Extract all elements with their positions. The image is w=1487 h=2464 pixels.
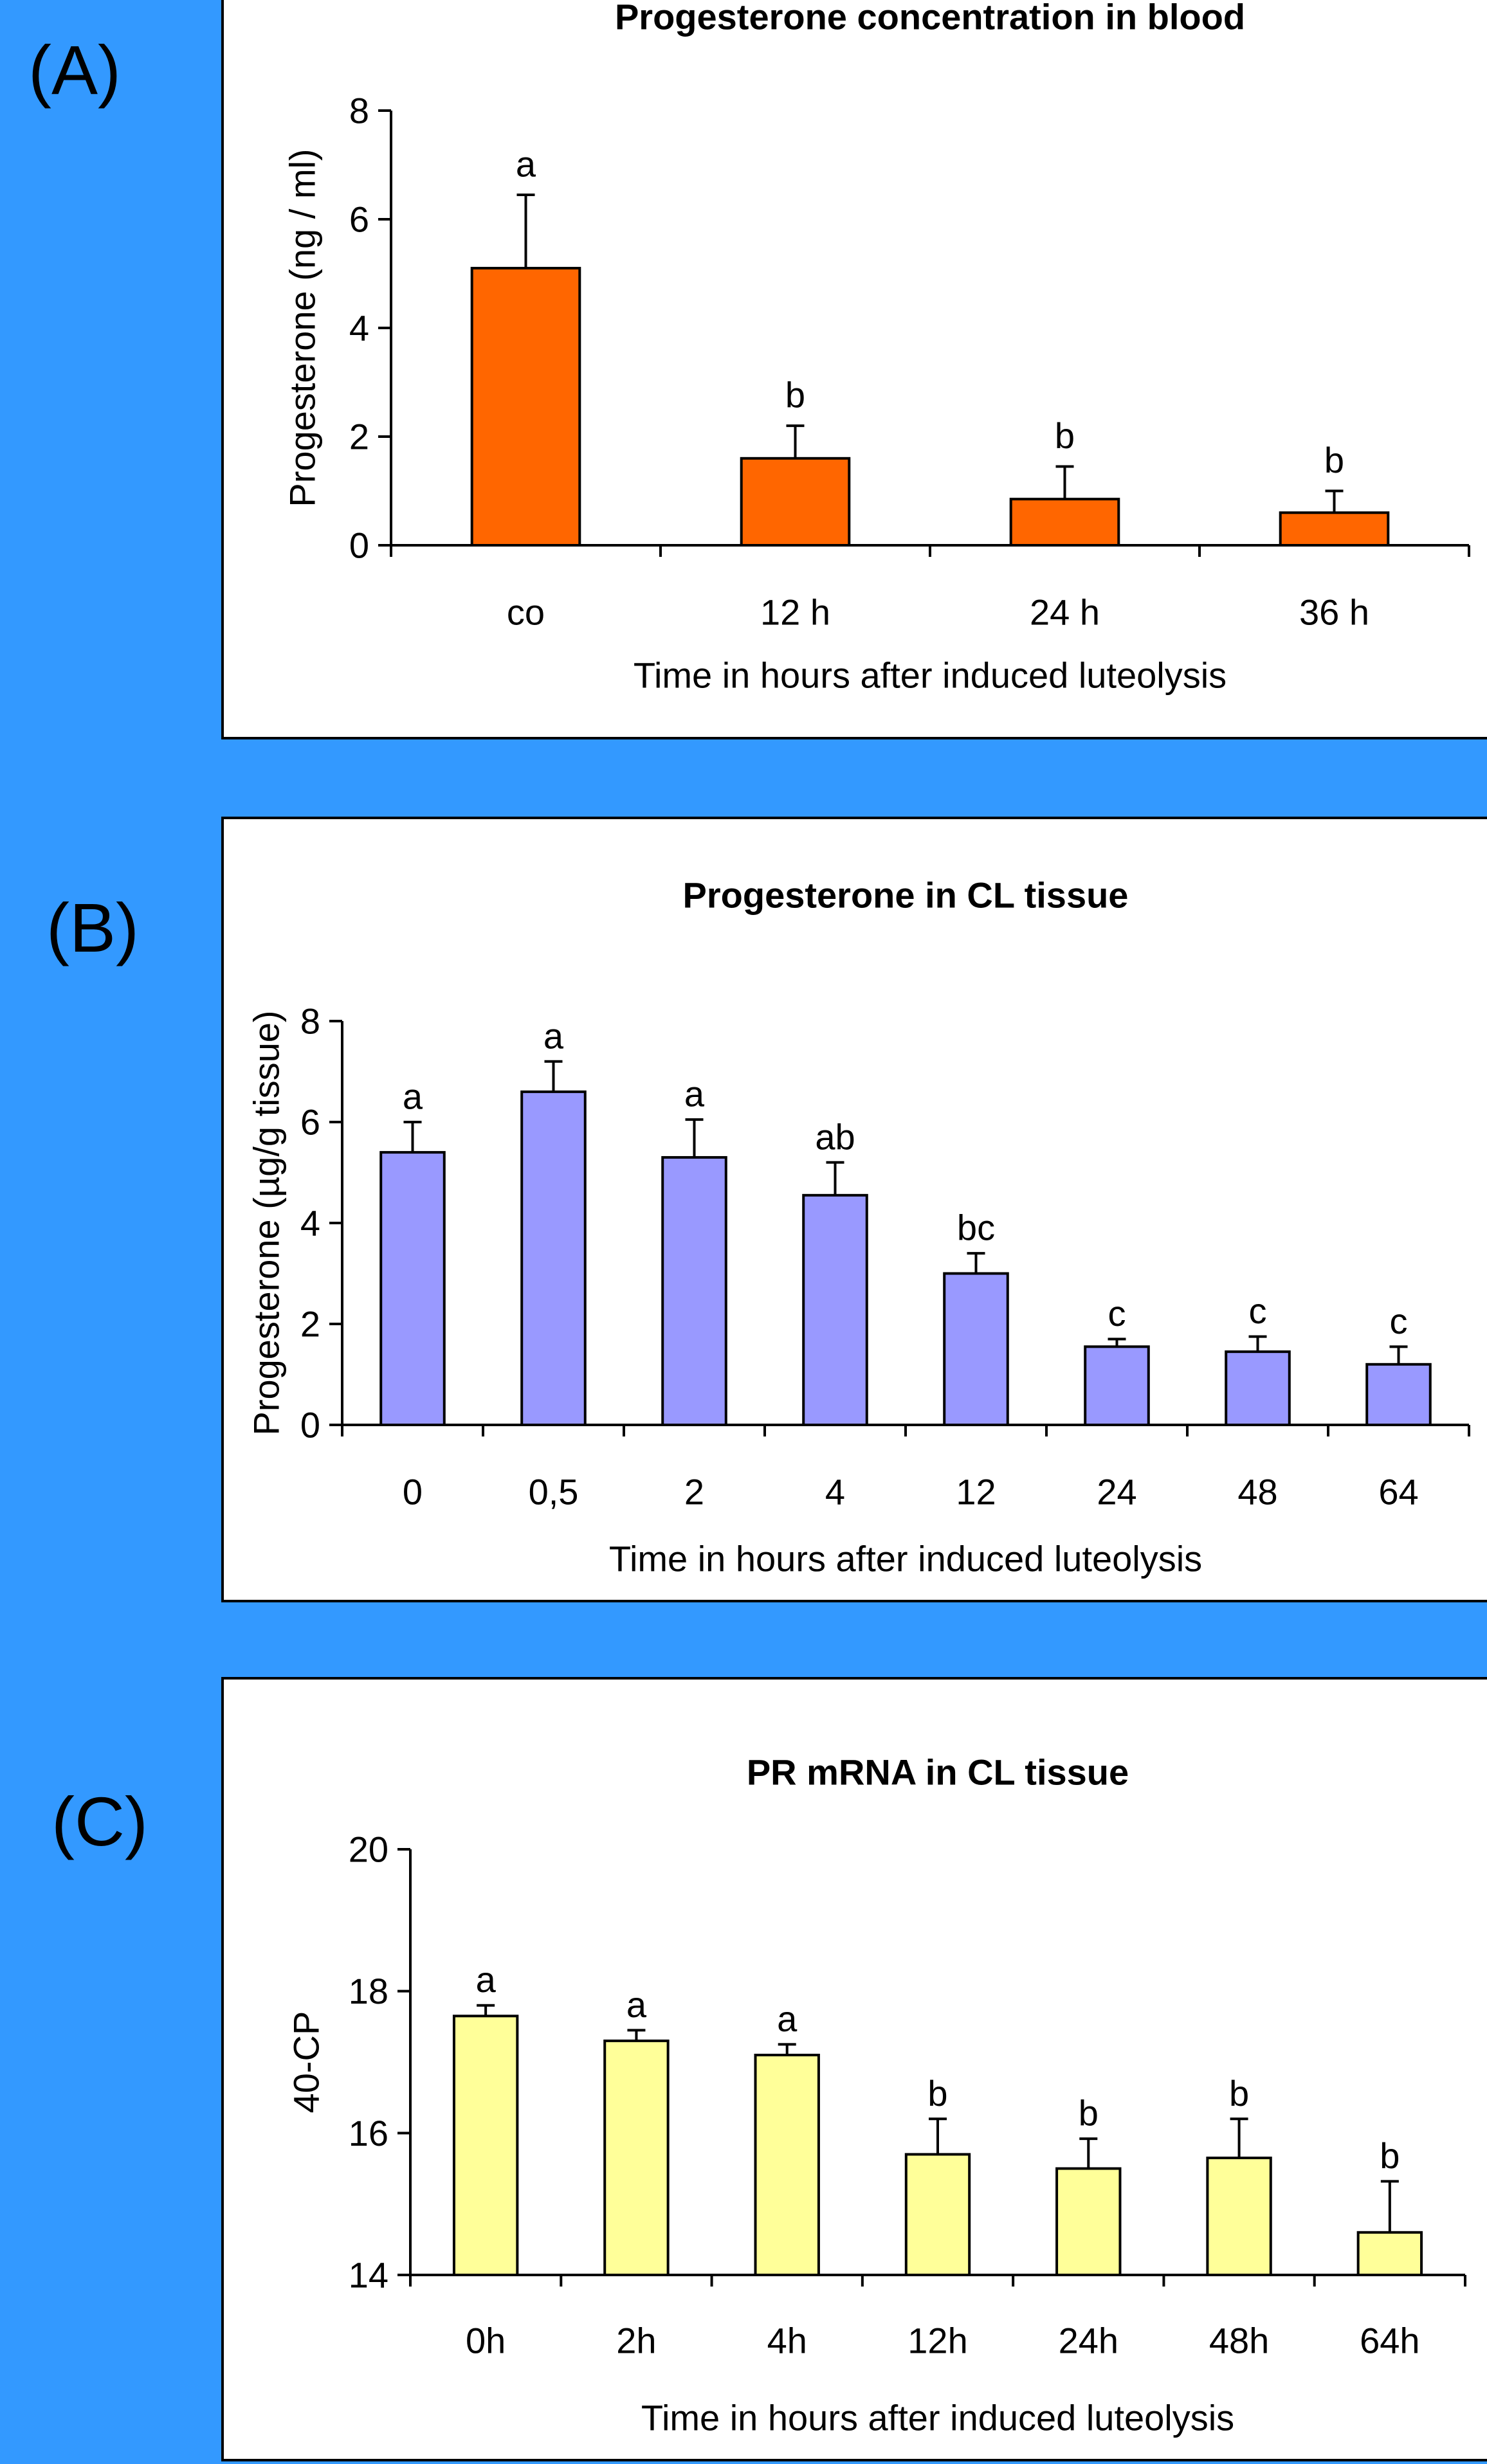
- bar: [754, 2053, 820, 2276]
- x-tick-label: 4h: [767, 2321, 807, 2361]
- bar: [1009, 498, 1120, 547]
- y-tick-label: 2: [300, 1304, 320, 1345]
- bar: [802, 1193, 868, 1426]
- bar: [1055, 2167, 1122, 2276]
- significance-label: b: [785, 375, 805, 415]
- significance-label: a: [476, 1959, 497, 2000]
- panel-label-a: (A): [28, 31, 121, 109]
- x-tick-label: 2h: [616, 2321, 656, 2361]
- significance-label: bc: [957, 1208, 995, 1248]
- y-tick-label: 0: [349, 525, 369, 566]
- significance-label: b: [1055, 415, 1075, 456]
- y-tick-label: 8: [300, 1001, 320, 1042]
- y-tick-label: 14: [349, 2255, 388, 2296]
- bar: [1365, 1363, 1432, 1426]
- bar: [1356, 2231, 1423, 2276]
- bar: [661, 1155, 727, 1426]
- bar: [1084, 1345, 1150, 1427]
- significance-label: b: [1324, 440, 1344, 480]
- bar: [1225, 1350, 1291, 1426]
- significance-label: b: [1229, 2073, 1249, 2114]
- y-tick-label: 0: [300, 1405, 320, 1445]
- x-tick-label: 2: [684, 1472, 704, 1512]
- chart-panel-a: Progesterone concentration in blood 0 2 4 6 8…: [221, 0, 1487, 739]
- x-axis-label: Time in hours after induced luteolysis: [609, 1539, 1202, 1579]
- bar: [1206, 2156, 1272, 2277]
- y-tick-label: 18: [349, 1971, 388, 2011]
- significance-label: b: [1079, 2093, 1099, 2133]
- significance-label: a: [684, 1074, 705, 1114]
- bar: [470, 267, 581, 547]
- x-tick-label: 24h: [1059, 2321, 1118, 2361]
- x-tick-label: 0: [403, 1472, 423, 1512]
- y-tick-label: 4: [300, 1203, 320, 1244]
- x-tick-label: 12: [956, 1472, 996, 1512]
- panel-label-c: (C): [51, 1782, 148, 1860]
- significance-label: b: [1380, 2135, 1400, 2176]
- y-tick-label: 8: [349, 91, 369, 131]
- bar: [452, 2015, 519, 2276]
- bar: [520, 1090, 587, 1426]
- x-tick-label: co: [507, 592, 545, 633]
- y-axis-label: Progesterone (ng / ml): [282, 149, 323, 507]
- significance-label: b: [927, 2073, 947, 2114]
- y-axis-label: Progesterone (µg/g tissue): [246, 1010, 287, 1435]
- x-tick-label: 0,5: [529, 1472, 579, 1512]
- x-tick-label: 24: [1097, 1472, 1136, 1512]
- bar: [1279, 511, 1390, 547]
- significance-label: a: [543, 1015, 564, 1056]
- y-tick-label: 6: [300, 1102, 320, 1143]
- chart-title: Progesterone concentration in blood: [615, 0, 1245, 37]
- significance-label: a: [403, 1076, 423, 1117]
- significance-label: c: [1249, 1291, 1267, 1331]
- x-axis-label: Time in hours after induced luteolysis: [641, 2398, 1234, 2438]
- x-tick-label: 4: [825, 1472, 845, 1512]
- x-axis-label: Time in hours after induced luteolysis: [634, 655, 1227, 696]
- significance-label: a: [516, 143, 536, 184]
- x-tick-label: 12h: [908, 2321, 967, 2361]
- chart-title: PR mRNA in CL tissue: [747, 1752, 1129, 1793]
- x-tick-label: 24 h: [1030, 592, 1100, 633]
- x-tick-label: 12 h: [760, 592, 830, 633]
- bar: [740, 457, 851, 547]
- x-tick-label: 48h: [1209, 2321, 1269, 2361]
- y-tick-label: 4: [349, 308, 369, 349]
- y-tick-label: 2: [349, 417, 369, 457]
- significance-label: c: [1108, 1293, 1126, 1334]
- panel-label-b: (B): [46, 889, 139, 966]
- y-tick-label: 6: [349, 199, 369, 240]
- bar: [904, 2153, 971, 2277]
- chart-title: Progesterone in CL tissue: [683, 875, 1129, 916]
- chart-svg-c: PR mRNA in CL tissue 14 16 18 20 a 0h a 2h a 4h b 12…: [286, 1752, 1466, 2438]
- bar: [603, 2039, 670, 2277]
- x-tick-label: 64h: [1360, 2321, 1419, 2361]
- chart-panel-b: Progesterone in CL tissue 0 2 4 6 8 a 0 a 0,5 a 2 ab…: [221, 817, 1487, 1602]
- chart-panel-c: PR mRNA in CL tissue 14 16 18 20 a 0h a 2h a 4h b 12…: [221, 1677, 1487, 2461]
- y-axis-label: 40-CP: [286, 2011, 327, 2114]
- x-tick-label: 64: [1378, 1472, 1418, 1512]
- chart-svg-a: Progesterone concentration in blood 0 2 4 6 8…: [282, 0, 1470, 696]
- x-tick-label: 0h: [466, 2321, 506, 2361]
- significance-label: a: [626, 1984, 647, 2025]
- x-tick-label: 48: [1237, 1472, 1277, 1512]
- significance-label: a: [777, 1998, 798, 2039]
- y-tick-label: 16: [349, 2113, 388, 2153]
- bar: [943, 1272, 1009, 1426]
- x-tick-label: 36 h: [1299, 592, 1369, 633]
- chart-svg-b: Progesterone in CL tissue02468a0a0,5a2ab…: [246, 875, 1470, 1579]
- bar: [379, 1151, 446, 1426]
- significance-label: ab: [815, 1116, 855, 1157]
- y-tick-label: 20: [349, 1829, 388, 1870]
- significance-label: c: [1390, 1301, 1408, 1341]
